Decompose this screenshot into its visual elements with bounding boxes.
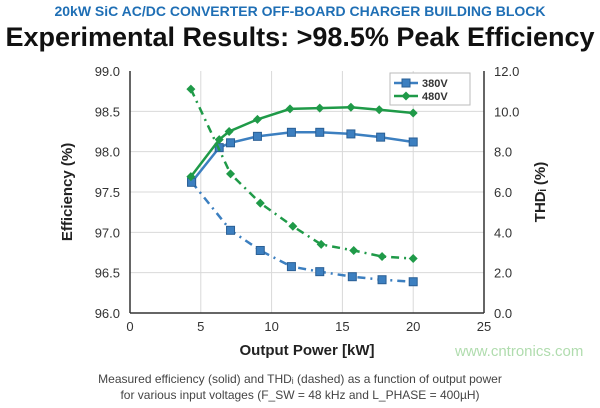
y2-tick-label: 0.0 [494, 306, 512, 321]
efficiency-point-380v [226, 138, 236, 148]
legend-box [389, 72, 471, 106]
thd-point-480v [408, 254, 418, 264]
efficiency-point-480v [315, 103, 325, 113]
legend-marker [401, 78, 411, 88]
efficiency-point-380v [315, 127, 325, 137]
caption-line-1: Measured efficiency (solid) and THDᵢ (da… [98, 372, 502, 386]
x-tick-label: 5 [197, 319, 204, 334]
thd-point-480v [288, 221, 298, 231]
y-tick-label: 98.5 [95, 104, 120, 119]
x-axis-label: Output Power [kW] [240, 342, 375, 359]
thd-point-480v [316, 239, 326, 249]
thd-point-480v [226, 169, 236, 179]
y2-tick-label: 2.0 [494, 266, 512, 281]
efficiency-point-480v [224, 127, 234, 136]
y2-tick-label: 6.0 [494, 185, 512, 200]
page-title: Experimental Results: >98.5% Peak Effici… [5, 22, 595, 52]
efficiency-line-480v [189, 106, 414, 178]
y2-axis-label: THDᵢ (%) [532, 162, 549, 222]
x-tick-label: 15 [335, 319, 349, 334]
y-tick-label: 97.0 [95, 225, 120, 240]
legend-marker [401, 91, 411, 101]
x-tick-label: 10 [264, 319, 278, 334]
efficiency-point-480v [374, 105, 384, 115]
thd-point-380v [377, 275, 387, 285]
x-tick-label: 25 [477, 319, 491, 334]
efficiency-point-480v [252, 114, 262, 124]
caption-line-2: for various input voltages (F_SW = 48 kH… [120, 388, 480, 402]
y-tick-label: 98.0 [95, 145, 120, 160]
x-tick-label: 0 [126, 319, 133, 334]
subtitle: 20kW SiC AC/DC CONVERTER OFF-BOARD CHARG… [54, 3, 546, 19]
efficiency-point-480v [346, 102, 356, 112]
y2-tick-label: 4.0 [494, 225, 512, 240]
efficiency-point-480v [285, 104, 295, 114]
efficiency-point-480v [408, 108, 418, 118]
thd-point-480v [186, 84, 196, 94]
y2-tick-label: 8.0 [494, 145, 512, 160]
y2-tick-label: 12.0 [494, 64, 519, 79]
thd-line-380v [190, 181, 414, 283]
thd-point-380v [315, 267, 325, 277]
thd-point-480v [255, 198, 265, 208]
y-tick-label: 96.5 [95, 266, 120, 281]
thd-point-380v [408, 277, 418, 287]
y-axis-label: Efficiency (%) [59, 143, 76, 241]
efficiency-point-380v [252, 131, 262, 141]
thd-point-380v [226, 225, 236, 235]
x-tick-label: 20 [406, 319, 420, 334]
thd-point-480v [377, 252, 387, 262]
thd-point-380v [286, 262, 296, 272]
legend-label: 380V [422, 78, 448, 90]
thd-point-380v [347, 272, 357, 282]
efficiency-point-380v [376, 132, 386, 142]
efficiency-point-480v [186, 172, 196, 182]
y-tick-label: 96.0 [95, 306, 120, 321]
efficiency-point-380v [346, 129, 356, 139]
efficiency-point-380v [286, 127, 296, 137]
y-tick-label: 97.5 [95, 185, 120, 200]
efficiency-point-380v [408, 137, 418, 147]
y-tick-label: 99.0 [95, 64, 120, 79]
thd-point-380v [255, 245, 265, 255]
y2-tick-label: 10.0 [494, 104, 519, 119]
thd-point-480v [349, 245, 359, 255]
legend-label: 480V [422, 91, 448, 103]
watermark: www.cntronics.com [455, 343, 584, 360]
efficiency-point-480v [214, 135, 224, 145]
thd-line-480v [189, 88, 414, 260]
